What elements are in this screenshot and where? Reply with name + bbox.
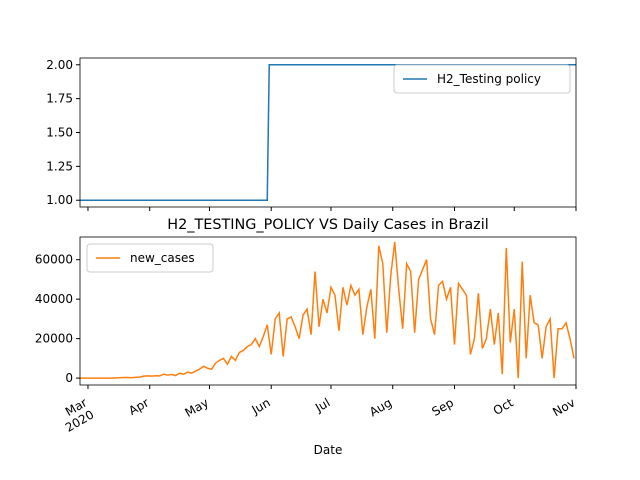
legend-label: H2_Testing policy bbox=[437, 72, 541, 86]
axes-frame bbox=[79, 236, 577, 386]
y-tick-label: 0 bbox=[65, 371, 73, 385]
x-tick-label: Nov bbox=[550, 395, 577, 419]
legend-box bbox=[86, 243, 214, 273]
x-tick-label: Jul bbox=[312, 395, 332, 415]
y-tick-label: 40000 bbox=[35, 292, 73, 306]
y-tick-label: 1.25 bbox=[46, 159, 73, 173]
y-tick-label: 20000 bbox=[35, 332, 73, 346]
y-tick-label: 1.00 bbox=[46, 193, 73, 207]
legend-box bbox=[393, 64, 571, 94]
x-tick-label: Mar2020 bbox=[56, 395, 96, 434]
x-axis-label: Date bbox=[314, 443, 343, 457]
x-tick-label: Oct bbox=[491, 395, 516, 418]
data-line bbox=[80, 241, 575, 379]
x-tick-label: Jun bbox=[249, 395, 273, 417]
legend-label: new_cases bbox=[130, 251, 195, 265]
x-tick-label: Sep bbox=[429, 395, 456, 418]
y-tick-label: 2.00 bbox=[46, 58, 73, 72]
chart-title: H2_TESTING_POLICY VS Daily Cases in Braz… bbox=[167, 217, 488, 233]
y-tick-label: 1.50 bbox=[46, 126, 73, 140]
x-tick-label: May bbox=[182, 395, 210, 420]
y-tick-label: 1.75 bbox=[46, 92, 73, 106]
axes-frame bbox=[79, 57, 577, 208]
x-tick-label: Aug bbox=[367, 395, 394, 419]
y-tick-label: 60000 bbox=[35, 253, 73, 267]
x-tick-label: Apr bbox=[126, 395, 151, 418]
